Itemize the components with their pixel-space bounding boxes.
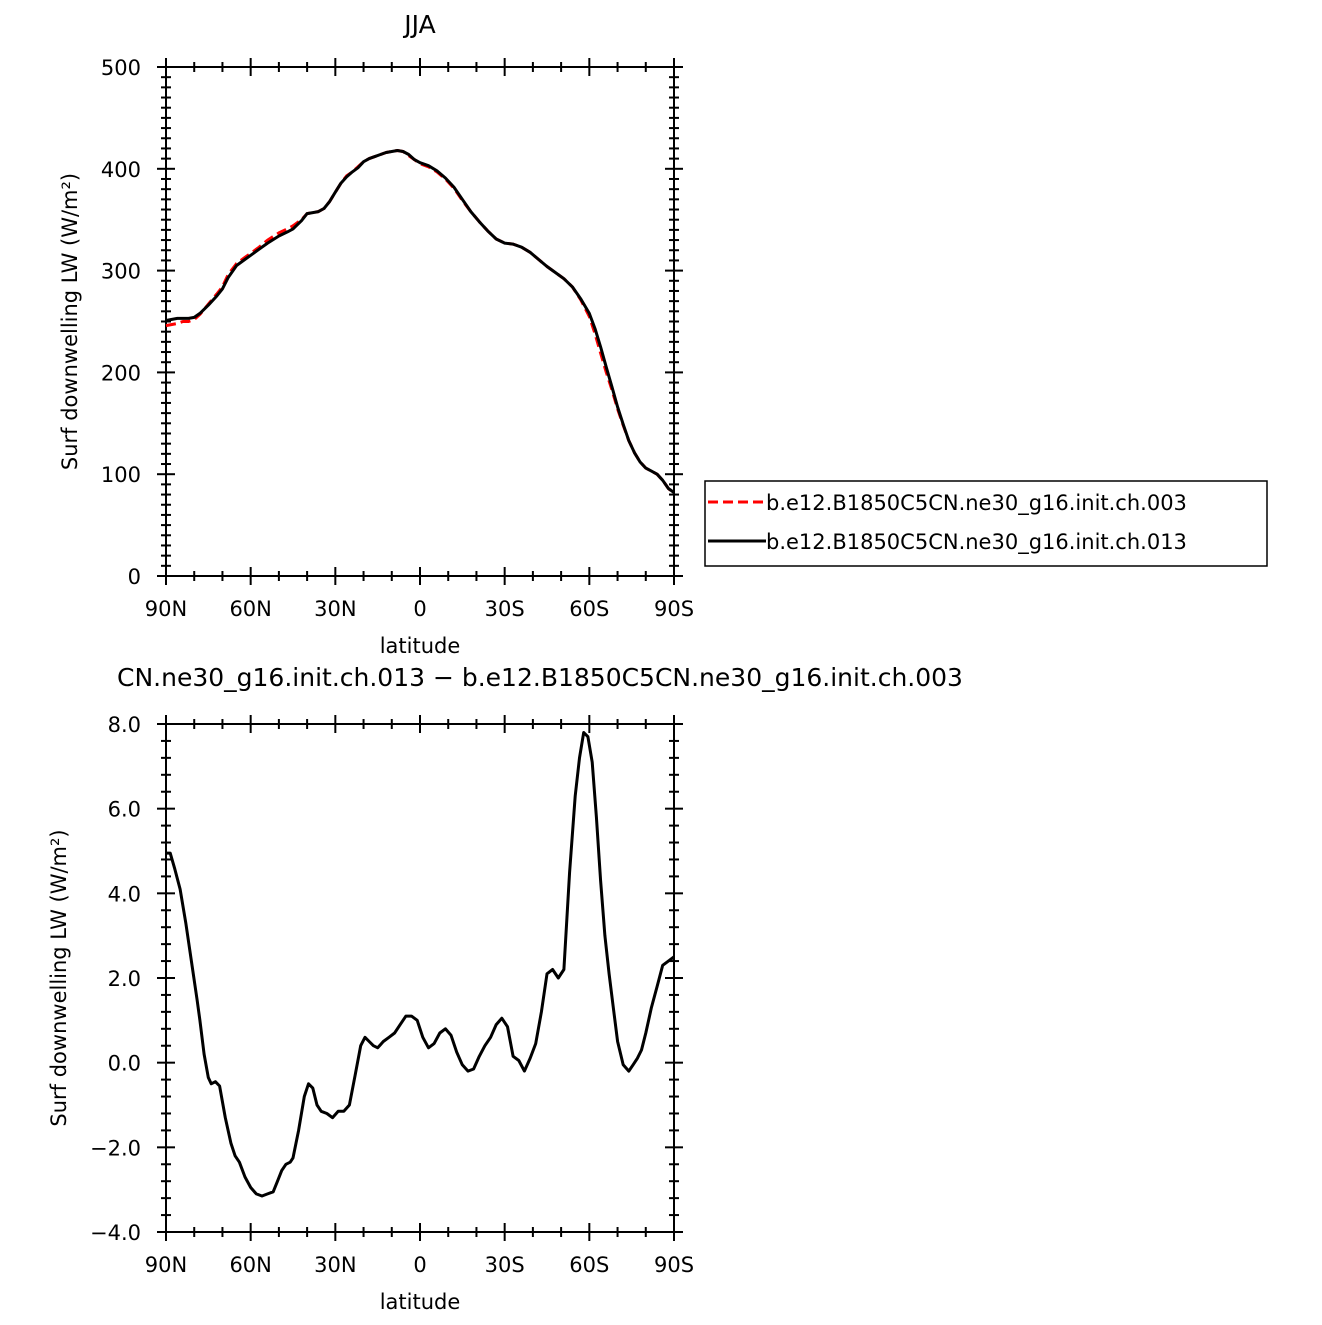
x-axis-label: latitude xyxy=(380,634,461,658)
y-tick-label: 300 xyxy=(101,260,141,284)
y-axis-label: Surf downwelling LW (W/m²) xyxy=(47,829,71,1126)
x-tick-label: 60N xyxy=(229,1253,271,1277)
chart-title: CN.ne30_g16.init.ch.013 − b.e12.B1850C5C… xyxy=(117,663,963,692)
y-tick-label: 4.0 xyxy=(108,882,141,906)
x-tick-label: 0 xyxy=(413,1253,426,1277)
y-tick-label: 400 xyxy=(101,158,141,182)
chart-title: JJA xyxy=(402,10,435,39)
top-panel: JJA 90N 60N 30N 0 30S 60S 90S 0 100 200 300 400 500 la… xyxy=(58,10,694,658)
x-tick-label: 30S xyxy=(485,1253,525,1277)
y-tick-label: 200 xyxy=(101,361,141,385)
x-tick-label: 90S xyxy=(654,597,694,621)
legend-label-2: b.e12.B1850C5CN.ne30_g16.init.ch.013 xyxy=(766,530,1187,555)
x-tick-label: 60S xyxy=(569,1253,609,1277)
x-tick-label: 60S xyxy=(569,597,609,621)
x-tick-label: 90N xyxy=(145,597,187,621)
y-tick-label: 6.0 xyxy=(108,798,141,822)
x-tick-label: 30N xyxy=(314,1253,356,1277)
legend-label-1: b.e12.B1850C5CN.ne30_g16.init.ch.003 xyxy=(766,491,1187,516)
plot-frame xyxy=(165,723,675,1233)
y-tick-label: 500 xyxy=(101,56,141,80)
x-tick-label: 0 xyxy=(413,597,426,621)
x-tick-label: 90S xyxy=(654,1253,694,1277)
x-tick-label: 30S xyxy=(485,597,525,621)
bottom-panel: CN.ne30_g16.init.ch.013 − b.e12.B1850C5C… xyxy=(47,663,963,1314)
legend: b.e12.B1850C5CN.ne30_g16.init.ch.003 b.e1… xyxy=(704,480,1268,567)
x-axis-label: latitude xyxy=(380,1290,461,1314)
series-line-1 xyxy=(166,731,675,1198)
y-tick-label: 2.0 xyxy=(108,967,141,991)
y-axis-label: Surf downwelling LW (W/m²) xyxy=(58,173,82,470)
series-line-1 xyxy=(165,149,675,495)
y-tick-label: 0.0 xyxy=(108,1052,141,1076)
x-tick-label: 90N xyxy=(145,1253,187,1277)
x-tick-label: 30N xyxy=(314,597,356,621)
y-tick-label: −4.0 xyxy=(90,1221,141,1245)
y-tick-label: 100 xyxy=(101,463,141,487)
y-tick-label: 0 xyxy=(128,565,141,589)
y-tick-label: −2.0 xyxy=(90,1136,141,1160)
series-line-2 xyxy=(165,149,675,494)
x-tick-label: 60N xyxy=(229,597,271,621)
plot-frame xyxy=(165,66,675,577)
legend-box xyxy=(704,480,1268,567)
y-tick-label: 8.0 xyxy=(108,713,141,737)
